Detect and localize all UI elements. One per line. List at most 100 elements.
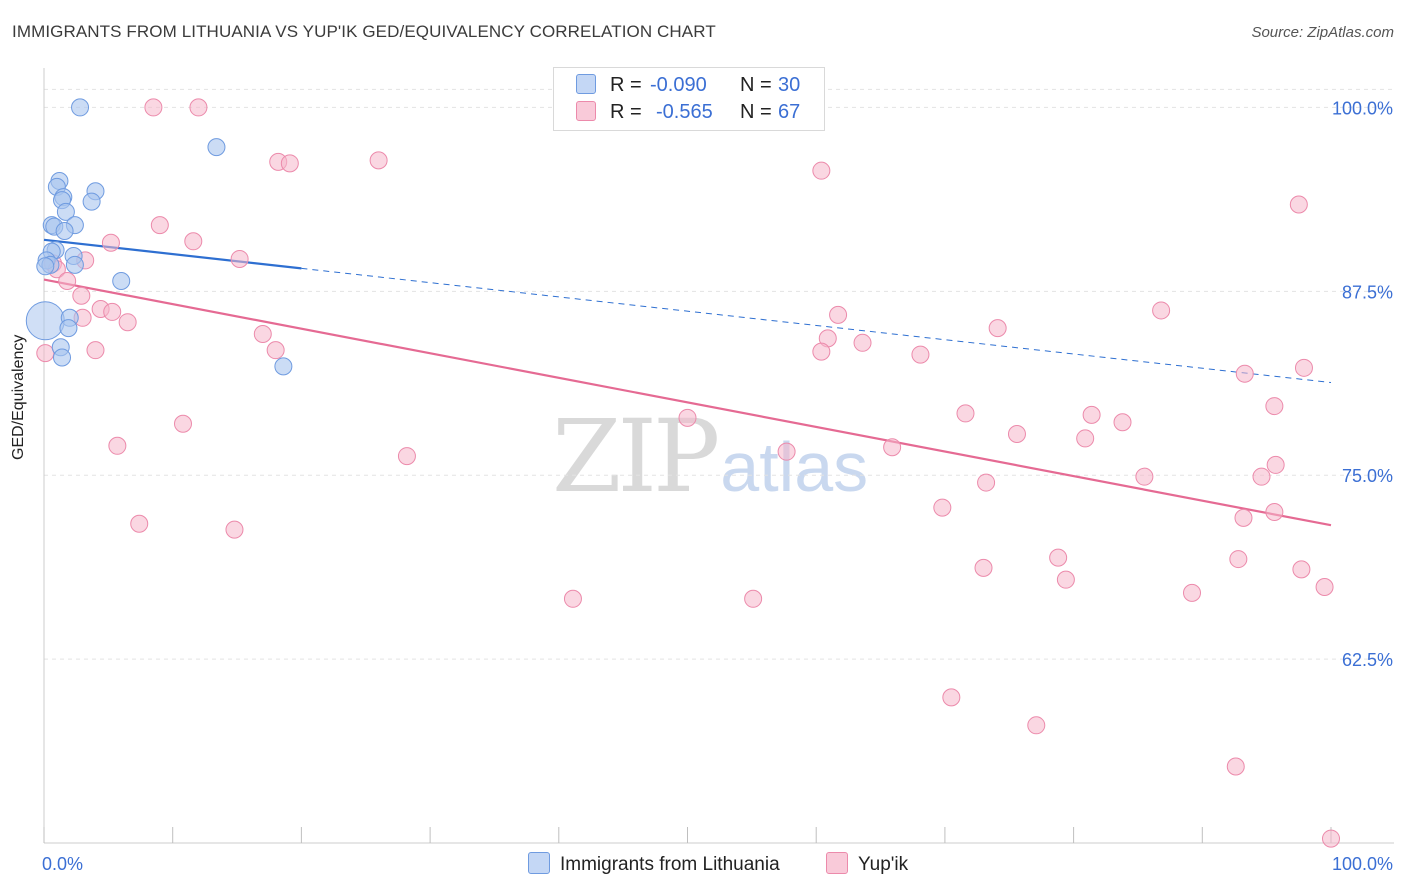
data-point-yupik <box>678 408 697 427</box>
data-point-yupik <box>58 272 77 291</box>
data-point-yupik <box>777 442 796 461</box>
data-point-yupik <box>942 688 961 707</box>
y-tick-label: 87.5% <box>1342 282 1393 302</box>
data-point-lithuania <box>55 222 74 240</box>
data-point-yupik <box>1234 508 1253 527</box>
y-tick-label: 62.5% <box>1342 650 1393 670</box>
data-point-yupik <box>1226 757 1245 776</box>
data-point-yupik <box>266 341 285 360</box>
data-point-lithuania <box>274 357 293 376</box>
data-point-lithuania <box>112 272 131 291</box>
data-point-yupik <box>1027 716 1046 735</box>
data-point-yupik <box>974 558 993 577</box>
y-tick-label: 100.0% <box>1332 98 1393 118</box>
bottom-legend-yupik: Yup'ik <box>826 852 908 876</box>
data-point-yupik <box>988 319 1007 338</box>
data-point-yupik <box>1265 397 1284 416</box>
data-point-yupik <box>101 233 120 252</box>
legend-r-value-yupik: -0.565 <box>656 101 713 123</box>
data-point-yupik <box>108 436 127 455</box>
axes <box>43 68 1394 844</box>
series-lithuania <box>25 98 293 376</box>
tick-labels: 62.5% 75.0% 87.5% 100.0% 0.0% 100.0% <box>42 98 1393 874</box>
data-point-yupik <box>1294 358 1313 377</box>
data-point-yupik <box>883 438 902 457</box>
source-credit: Source: ZipAtlas.com <box>1251 24 1394 41</box>
trend-line-lithuania <box>43 238 302 270</box>
data-point-yupik <box>1183 583 1202 602</box>
data-point-yupik <box>118 313 137 332</box>
gridlines <box>44 88 1394 660</box>
data-point-yupik <box>103 302 122 321</box>
data-point-lithuania <box>207 138 226 157</box>
legend-swatch-lithuania <box>576 74 596 94</box>
data-point-lithuania <box>65 255 84 274</box>
legend-n-value-yupik: 67 <box>778 101 801 123</box>
series-yupik <box>36 98 1340 848</box>
data-point-yupik <box>1266 455 1285 474</box>
data-point-yupik <box>397 447 416 466</box>
data-point-yupik <box>563 589 582 608</box>
legend-n-label: N = <box>740 74 772 96</box>
bottom-legend-swatch-yupik <box>826 852 848 874</box>
chart-title: IMMIGRANTS FROM LITHUANIA VS YUP'IK GED/… <box>12 22 716 41</box>
data-point-yupik <box>1056 570 1075 589</box>
data-point-yupik <box>829 305 848 324</box>
data-point-yupik <box>744 589 763 608</box>
data-point-yupik <box>1113 413 1132 432</box>
data-point-lithuania <box>82 192 101 211</box>
data-point-yupik <box>1235 364 1254 383</box>
legend-r-label: R = <box>610 101 642 123</box>
data-point-yupik <box>1007 425 1026 444</box>
data-point-lithuania <box>53 348 72 367</box>
correlation-legend: R = -0.090 N = 30 R = -0.565 N = 67 <box>553 67 825 131</box>
data-point-yupik <box>812 161 831 180</box>
trend-lines <box>43 238 1332 527</box>
trend-line-yupik <box>43 278 1332 527</box>
bottom-legend-label-lithuania: Immigrants from Lithuania <box>560 854 780 875</box>
data-point-yupik <box>933 498 952 517</box>
x-tick-label: 0.0% <box>42 854 83 874</box>
data-point-yupik <box>36 344 55 363</box>
data-point-yupik <box>1322 829 1340 848</box>
data-point-yupik <box>189 98 208 117</box>
legend-n-label: N = <box>740 101 772 123</box>
data-point-lithuania <box>56 202 75 221</box>
data-point-yupik <box>369 151 388 170</box>
data-point-yupik <box>1289 195 1308 214</box>
data-point-yupik <box>150 216 169 235</box>
data-point-yupik <box>977 473 996 492</box>
data-point-yupik <box>1135 467 1154 486</box>
data-point-lithuania <box>59 319 78 338</box>
data-point-yupik <box>130 514 149 533</box>
data-point-yupik <box>280 154 299 173</box>
data-point-lithuania <box>71 98 90 117</box>
legend-swatch-yupik <box>576 101 596 121</box>
data-point-yupik <box>956 404 975 423</box>
data-point-yupik <box>1252 467 1271 486</box>
bottom-legend-label-yupik: Yup'ik <box>858 854 909 875</box>
data-point-lithuania-large <box>25 301 65 341</box>
legend-r-value-lithuania: -0.090 <box>650 74 707 96</box>
bottom-legend-swatch-lithuania <box>528 852 550 874</box>
legend-r-label: R = <box>610 74 642 96</box>
data-point-yupik <box>1315 578 1334 597</box>
bottom-legend-lithuania: Immigrants from Lithuania <box>528 852 780 876</box>
x-tick-label: 100.0% <box>1332 854 1393 874</box>
y-axis-label: GED/Equivalency <box>10 334 27 460</box>
data-point-yupik <box>230 249 249 268</box>
data-point-yupik <box>853 333 872 352</box>
data-point-yupik <box>1049 548 1068 567</box>
data-point-yupik <box>1076 429 1095 448</box>
data-point-lithuania <box>36 257 55 276</box>
data-point-yupik <box>1229 550 1248 569</box>
legend-n-value-lithuania: 30 <box>778 74 801 96</box>
data-point-yupik <box>812 342 831 361</box>
data-point-yupik <box>86 341 105 360</box>
legend-row-lithuania: R = -0.090 N = 30 <box>576 74 800 98</box>
data-point-yupik <box>184 232 203 251</box>
trend-line-lithuania-extension <box>301 267 1332 384</box>
data-point-yupik <box>173 414 192 433</box>
data-point-yupik <box>72 286 91 305</box>
